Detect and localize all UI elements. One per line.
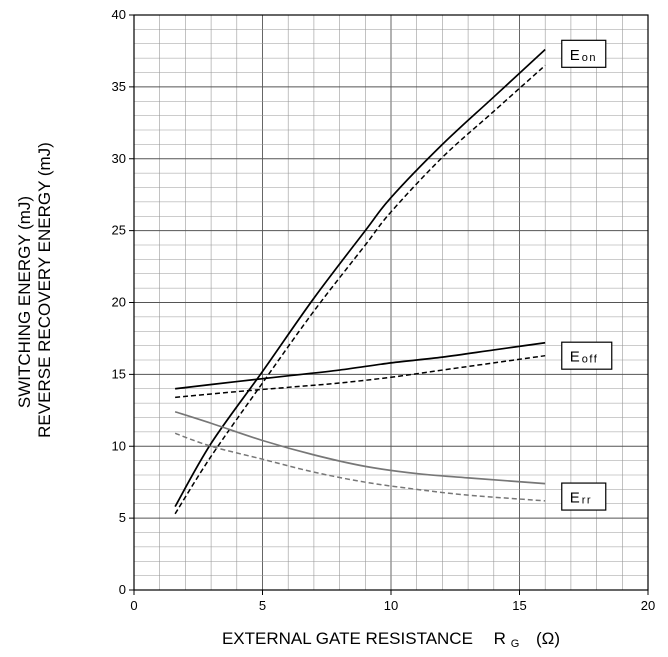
y-tick-label: 20 (112, 295, 126, 310)
label-sub: off (582, 354, 599, 366)
label-main: E (570, 349, 580, 366)
series-err-solid (174, 410, 546, 485)
x-tick-label: 20 (641, 598, 655, 613)
y-tick-label: 10 (112, 438, 126, 453)
y-tick-label: 35 (112, 79, 126, 94)
x-axis-symbol-subscript: G (511, 638, 520, 650)
y-tick-label: 30 (112, 151, 126, 166)
x-tick-labels: 0 5 10 15 20 (130, 590, 655, 613)
x-tick-label: 0 (130, 598, 137, 613)
label-frame (561, 341, 613, 370)
series-layer (174, 48, 546, 515)
x-axis-unit: (Ω) (536, 629, 560, 648)
label-sub: on (582, 52, 597, 64)
x-tick-label: 15 (512, 598, 526, 613)
y-tick-label: 40 (112, 7, 126, 22)
series-eoff-solid (175, 341, 546, 390)
y-tick-label: 25 (112, 223, 126, 238)
series-eon-dashed (174, 64, 546, 515)
y-tick-label: 0 (119, 582, 126, 597)
y-tick-labels: 0 5 10 15 20 25 30 35 40 (112, 7, 134, 597)
label-main: E (570, 490, 580, 507)
series-eon-solid (174, 48, 546, 508)
y-axis-title-line1: SWITCHING ENERGY (mJ) (15, 196, 34, 408)
label-sub: rr (582, 495, 592, 507)
label-frame (561, 482, 607, 511)
x-tick-label: 5 (259, 598, 266, 613)
x-tick-label: 10 (384, 598, 398, 613)
grid (134, 15, 648, 590)
label-main: E (570, 47, 580, 64)
y-tick-label: 15 (112, 366, 126, 381)
x-axis-title-text: EXTERNAL GATE RESISTANCE (222, 629, 473, 648)
series-err-dashed (174, 432, 546, 502)
y-tick-label: 5 (119, 510, 126, 525)
label-frame (561, 39, 607, 68)
x-axis-symbol: R (494, 629, 506, 648)
series-eoff-dashed (175, 354, 546, 399)
x-axis-title: EXTERNAL GATE RESISTANCE R G (Ω) (222, 629, 560, 651)
y-axis-title-line2: REVERSE RECOVERY ENERGY (mJ) (35, 142, 54, 438)
